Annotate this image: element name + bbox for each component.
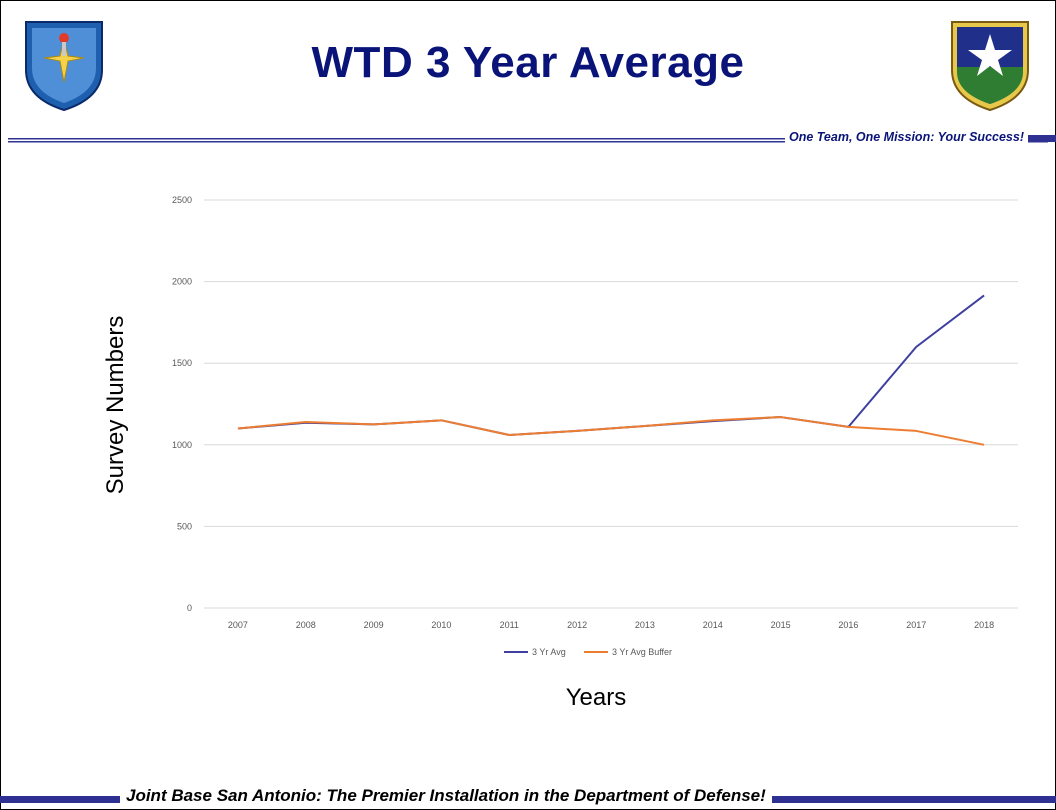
series-line-2: [237, 416, 985, 446]
series-line-1: [237, 294, 985, 437]
x-tick-label: 2009: [364, 620, 384, 630]
y-tick-label: 2500: [172, 195, 192, 205]
y-tick-label: 1000: [172, 440, 192, 450]
y-tick-label: 500: [177, 521, 192, 531]
x-axis-label: Years: [565, 684, 627, 711]
y-tick-labels: 0 500 1000 1500 2000 2500: [172, 195, 192, 613]
header-rule-end: [1028, 135, 1056, 142]
x-tick-label: 2014: [703, 620, 723, 630]
aetc-seal-logo: [25, 21, 103, 112]
legend-label: 3 Yr Avg: [532, 647, 566, 657]
502-abw-seal-logo: [951, 21, 1029, 112]
tagline: One Team, One Mission: Your Success!: [784, 130, 1028, 144]
x-tick-label: 2007: [228, 620, 248, 630]
x-tick-label: 2008: [296, 620, 316, 630]
y-tick-label: 0: [187, 603, 192, 613]
x-tick-label: 2018: [974, 620, 994, 630]
x-tick-labels: 2007 2008 2009 2010 2011 2012 2013 2014 2015 2016…: [228, 620, 994, 630]
x-tick-label: 2010: [431, 620, 451, 630]
x-tick-label: 2017: [906, 620, 926, 630]
footer-text: Joint Base San Antonio: The Premier Inst…: [120, 786, 772, 806]
y-tick-label: 1500: [172, 358, 192, 368]
slide-title: WTD 3 Year Average: [311, 38, 745, 87]
x-tick-label: 2016: [838, 620, 858, 630]
chart-legend: 3 Yr Avg 3 Yr Avg Buffer: [504, 647, 672, 657]
chart-series-lines: [237, 294, 985, 446]
y-axis-label: Survey Numbers: [102, 315, 129, 495]
chart-gridlines: [204, 199, 1018, 609]
line-chart: 0 500 1000 1500 2000 2500 2007 2008 2009 2010 201…: [172, 195, 1018, 657]
y-tick-label: 2000: [172, 277, 192, 287]
header-rule: [8, 138, 1048, 143]
legend-label: 3 Yr Avg Buffer: [612, 647, 672, 657]
x-tick-label: 2012: [567, 620, 587, 630]
x-tick-label: 2011: [500, 620, 519, 630]
x-tick-label: 2015: [771, 620, 791, 630]
x-tick-label: 2013: [635, 620, 655, 630]
